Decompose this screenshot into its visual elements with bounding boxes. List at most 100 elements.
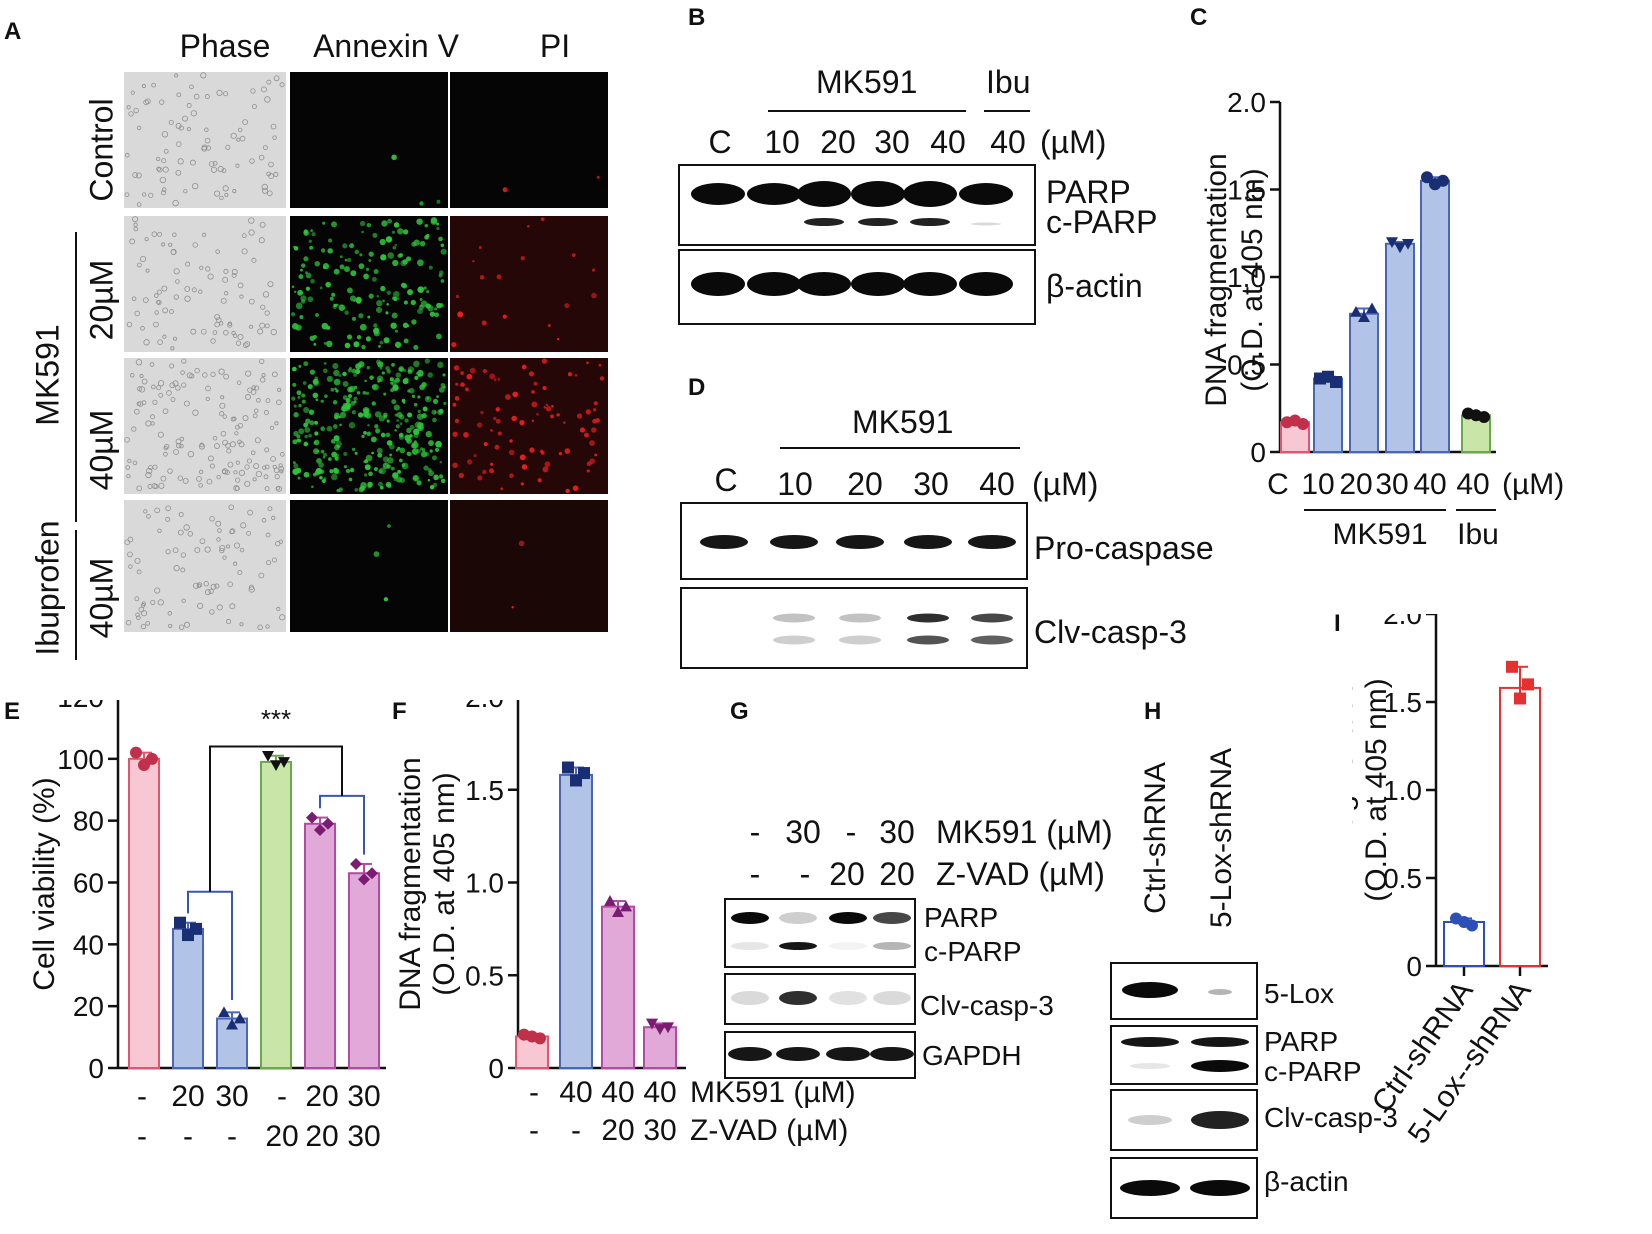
chart-e-significance: ***	[261, 704, 291, 734]
chart-c-data-point	[1330, 376, 1342, 388]
blot-g-band-cparp: c-PARP	[924, 936, 1022, 967]
phase-cell	[229, 441, 236, 448]
phase-cell	[270, 328, 277, 336]
chart-e-bracket	[319, 794, 365, 855]
phase-cell	[223, 91, 229, 97]
pi-dot	[497, 431, 502, 436]
phase-cell	[223, 268, 229, 275]
annexin-dot	[363, 273, 370, 280]
pi-image-bg	[450, 72, 608, 208]
pi-dot	[585, 409, 591, 415]
annexin-dot	[315, 398, 319, 402]
annexin-dot	[354, 249, 360, 255]
blot-d-lane-c: C	[714, 462, 738, 498]
pi-image	[450, 216, 608, 352]
pi-dot	[493, 378, 497, 381]
annexin-dot	[383, 414, 388, 419]
annexin-dot	[335, 303, 339, 307]
phase-cell	[124, 152, 130, 158]
chart-e-ylabel: Cell viability (%)	[28, 777, 61, 990]
annexin-dot	[320, 248, 326, 253]
annexin-dot	[378, 345, 381, 348]
pi-dot	[463, 432, 469, 438]
pi-dot	[531, 390, 535, 394]
phase-cell	[250, 88, 256, 94]
phase-cell	[157, 339, 163, 345]
blot-b-actin-band	[903, 272, 957, 296]
phase-cell	[136, 202, 142, 207]
phase-cell	[220, 430, 227, 437]
phase-cell	[251, 385, 256, 390]
pi-dot	[453, 365, 460, 371]
phase-cell	[258, 572, 265, 579]
annexin-dot	[322, 221, 326, 225]
phase-cell	[205, 385, 211, 392]
phase-cell	[264, 323, 270, 329]
blot-d-procasp-band	[904, 535, 952, 549]
blot-h	[1110, 962, 1258, 1219]
annexin-dot	[398, 253, 403, 258]
blot-d-clv-band	[971, 613, 1013, 623]
pi-dot	[512, 391, 519, 398]
chart-i-ylabel-line: DNA fragmentation	[1352, 663, 1359, 916]
phase-cell	[178, 125, 184, 131]
chart-c-group-label: MK591	[1332, 518, 1427, 551]
pi-dot	[593, 408, 597, 412]
phase-cell	[127, 551, 133, 558]
pi-dot	[595, 418, 600, 423]
phase-cell	[214, 443, 220, 449]
chart-c-bar	[1349, 312, 1379, 453]
annexin-dot	[291, 396, 296, 401]
phase-cell	[156, 385, 162, 391]
chart-e-data-point	[314, 823, 326, 836]
phase-cell	[191, 287, 197, 293]
pi-dot	[482, 469, 487, 475]
phase-cell	[129, 238, 136, 245]
phase-cell	[175, 169, 182, 176]
pi-dot	[572, 485, 579, 492]
phase-cell	[167, 468, 173, 474]
annexin-dot	[298, 364, 302, 368]
annexin-dot	[323, 368, 328, 374]
phase-cell	[230, 132, 237, 139]
annexin-dot	[401, 462, 409, 470]
annexin-dot	[387, 484, 392, 489]
annexin-dot	[361, 230, 364, 234]
phase-cell	[184, 295, 191, 302]
phase-cell	[134, 310, 140, 317]
phase-cell	[261, 183, 268, 191]
annexin-dot	[299, 315, 304, 320]
phase-cell	[267, 506, 273, 512]
blot-b-cparp-band	[858, 218, 898, 226]
phase-cell	[182, 115, 189, 122]
phase-cell	[156, 300, 162, 306]
annexin-dot	[314, 431, 319, 436]
phase-cell	[212, 160, 218, 166]
annexin-dot	[411, 319, 417, 325]
annexin-dot	[320, 399, 324, 403]
chart-f-data-point	[562, 761, 574, 774]
annexin-dot	[426, 290, 430, 294]
annexin-image	[290, 358, 448, 494]
blot-b-unit: (µM)	[1040, 124, 1107, 160]
annexin-dot	[393, 222, 400, 228]
annexin-dot	[358, 361, 365, 368]
chart-c-x-label: 20	[1339, 468, 1372, 501]
annexin-dot	[318, 462, 324, 468]
blot-d-lane-30: 30	[913, 466, 949, 502]
annexin-dot	[347, 394, 353, 399]
phase-cell	[268, 173, 275, 179]
pi-dot	[571, 253, 576, 257]
annexin-dot	[430, 218, 438, 225]
phase-cell	[177, 475, 183, 481]
phase-cell	[219, 195, 224, 201]
phase-cell	[179, 443, 184, 449]
pi-dot	[495, 418, 501, 424]
annexin-dot	[397, 228, 404, 235]
phase-cell	[237, 127, 243, 133]
annexin-dot	[356, 335, 362, 340]
pi-dot	[511, 606, 514, 609]
annexin-dot	[386, 302, 389, 306]
blot-g-clv-band	[731, 991, 769, 1005]
annexin-dot	[304, 434, 308, 439]
